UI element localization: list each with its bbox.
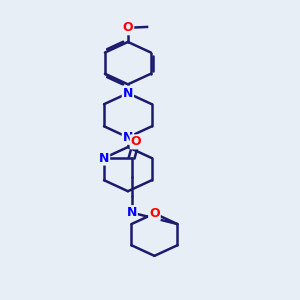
Text: O: O: [149, 207, 160, 220]
Text: N: N: [99, 152, 109, 165]
Text: N: N: [123, 87, 133, 100]
Text: N: N: [123, 131, 133, 144]
Text: O: O: [131, 135, 141, 148]
Text: N: N: [126, 206, 137, 219]
Text: O: O: [123, 21, 133, 34]
